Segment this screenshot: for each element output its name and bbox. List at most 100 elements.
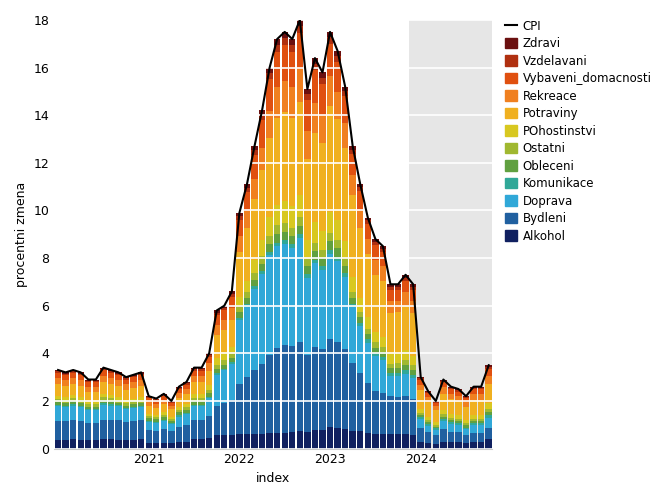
Bar <box>259 148 265 171</box>
Bar <box>153 404 159 407</box>
Bar <box>145 398 152 402</box>
Bar <box>320 266 326 270</box>
Bar <box>417 413 424 415</box>
Bar <box>85 410 92 422</box>
Bar <box>448 400 454 414</box>
Bar <box>131 408 137 421</box>
Bar <box>85 422 92 440</box>
Bar <box>92 410 99 422</box>
Bar <box>55 372 61 378</box>
Bar <box>342 86 348 91</box>
Bar <box>425 432 431 443</box>
Bar <box>281 432 288 448</box>
Bar <box>395 376 401 397</box>
Bar <box>237 312 243 318</box>
Bar <box>327 38 333 44</box>
Bar <box>62 402 69 406</box>
Bar <box>131 407 137 408</box>
Bar <box>191 382 197 394</box>
Bar <box>237 252 243 298</box>
Bar <box>115 406 122 420</box>
Bar <box>145 430 152 443</box>
Bar <box>486 404 492 408</box>
Bar <box>478 390 484 394</box>
Bar <box>228 320 235 346</box>
Bar <box>237 220 243 236</box>
Bar <box>78 386 84 396</box>
Bar <box>470 418 477 421</box>
Bar <box>138 420 144 440</box>
Bar <box>123 378 129 380</box>
Bar <box>327 254 333 339</box>
Bar <box>456 421 462 424</box>
Bar <box>380 393 386 434</box>
Bar <box>115 372 122 374</box>
Bar <box>387 301 394 313</box>
Bar <box>100 368 107 369</box>
Bar <box>281 240 288 244</box>
Bar <box>108 370 114 372</box>
Bar <box>259 170 265 240</box>
Bar <box>198 382 205 394</box>
Bar <box>350 146 356 150</box>
Bar <box>70 420 76 440</box>
Bar <box>153 422 159 430</box>
Bar <box>320 84 326 115</box>
Bar <box>395 368 401 372</box>
Bar <box>62 386 69 397</box>
Bar <box>100 420 107 439</box>
Bar <box>85 380 92 382</box>
Bar <box>357 372 363 432</box>
Bar <box>191 370 197 376</box>
Bar <box>115 440 122 448</box>
Bar <box>214 374 220 406</box>
Bar <box>168 410 175 416</box>
Bar <box>108 401 114 404</box>
Bar <box>206 396 212 398</box>
Bar <box>320 78 326 84</box>
Bar <box>198 368 205 369</box>
Bar <box>372 275 379 332</box>
Bar <box>463 420 469 424</box>
Bar <box>304 158 311 240</box>
Bar <box>100 404 107 419</box>
Bar <box>486 369 492 376</box>
Bar <box>92 440 99 448</box>
Bar <box>334 428 341 448</box>
Bar <box>387 313 394 354</box>
Bar <box>350 292 356 298</box>
Bar <box>237 236 243 252</box>
Bar <box>206 390 212 393</box>
Bar <box>312 64 318 70</box>
Bar <box>289 228 295 236</box>
Bar <box>334 220 341 240</box>
Bar <box>364 218 371 220</box>
Bar <box>198 404 205 406</box>
Bar <box>312 132 318 222</box>
Bar <box>206 398 212 416</box>
Bar <box>350 363 356 430</box>
Bar <box>478 386 484 388</box>
Bar <box>274 118 280 204</box>
Bar <box>214 310 220 312</box>
Bar <box>440 394 447 410</box>
Bar <box>410 365 416 370</box>
Bar <box>387 364 394 368</box>
Bar <box>198 376 205 382</box>
Bar <box>440 442 447 448</box>
Bar <box>372 353 379 356</box>
Bar <box>161 404 167 412</box>
Bar <box>244 192 250 211</box>
Bar <box>85 392 92 402</box>
Bar <box>62 397 69 400</box>
Bar <box>327 233 333 241</box>
Bar <box>425 417 431 420</box>
Bar <box>131 404 137 407</box>
Bar <box>281 232 288 240</box>
Bar <box>259 120 265 148</box>
Bar <box>244 211 250 228</box>
Bar <box>78 375 84 380</box>
Bar <box>417 380 424 384</box>
Bar <box>417 408 424 413</box>
Bar <box>274 226 280 234</box>
